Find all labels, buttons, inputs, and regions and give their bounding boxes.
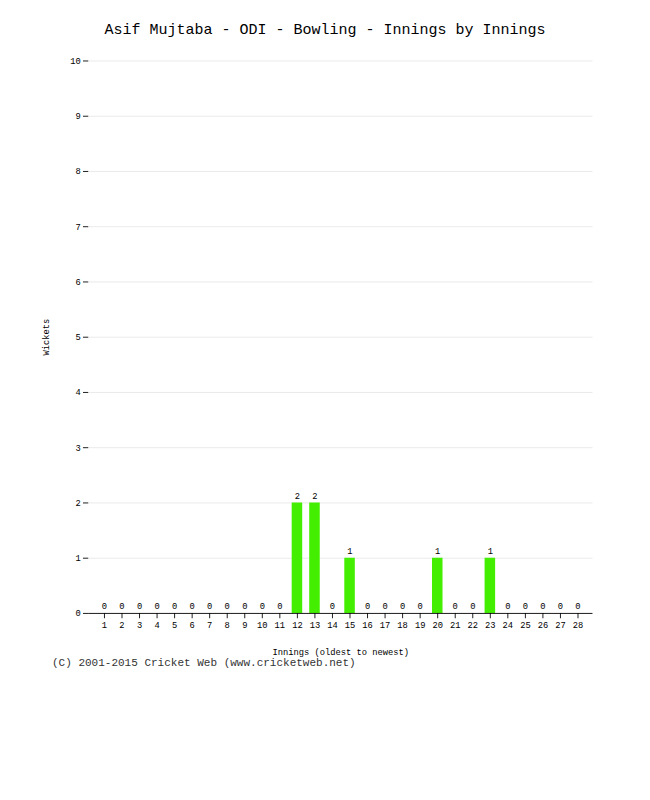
svg-text:0: 0 (154, 602, 159, 612)
svg-text:9: 9 (76, 112, 81, 122)
svg-text:3: 3 (137, 621, 142, 631)
svg-text:2: 2 (312, 492, 317, 502)
svg-text:21: 21 (450, 621, 461, 631)
svg-text:28: 28 (573, 621, 584, 631)
svg-text:0: 0 (137, 602, 142, 612)
svg-text:14: 14 (327, 621, 338, 631)
svg-text:0: 0 (242, 602, 247, 612)
svg-text:12: 12 (292, 621, 303, 631)
svg-text:19: 19 (415, 621, 426, 631)
svg-text:27: 27 (555, 621, 566, 631)
svg-text:0: 0 (119, 602, 124, 612)
svg-text:Wickets: Wickets (42, 319, 52, 356)
svg-text:26: 26 (538, 621, 549, 631)
html-text:(C) 2001-2015 Cricket Web (www: (C) 2001-2015 Cricket Web (www.cricketwe… (52, 656, 356, 669)
svg-text:7: 7 (76, 223, 81, 233)
svg-text:1: 1 (76, 554, 81, 564)
svg-text:18: 18 (397, 621, 408, 631)
svg-text:5: 5 (76, 333, 81, 343)
svg-text:11: 11 (275, 621, 286, 631)
svg-text:2: 2 (295, 492, 300, 502)
svg-text:0: 0 (102, 602, 107, 612)
svg-text:1: 1 (435, 547, 440, 557)
svg-text:0: 0 (76, 609, 81, 619)
html-text:Asif Mujtaba - ODI - Bowling -: Asif Mujtaba - ODI - Bowling - Innings b… (104, 22, 546, 39)
svg-text:23: 23 (485, 621, 496, 631)
svg-text:0: 0 (365, 602, 370, 612)
svg-text:10: 10 (70, 57, 81, 67)
svg-text:0: 0 (505, 602, 510, 612)
svg-text:1: 1 (102, 621, 107, 631)
svg-text:5: 5 (172, 621, 177, 631)
svg-text:24: 24 (503, 621, 514, 631)
svg-text:0: 0 (558, 602, 563, 612)
svg-text:8: 8 (76, 167, 81, 177)
svg-text:0: 0 (277, 602, 282, 612)
svg-text:0: 0 (382, 602, 387, 612)
svg-text:2: 2 (76, 499, 81, 509)
svg-text:20: 20 (432, 621, 443, 631)
svg-text:15: 15 (345, 621, 356, 631)
svg-text:22: 22 (468, 621, 479, 631)
svg-text:0: 0 (400, 602, 405, 612)
svg-text:6: 6 (76, 278, 81, 288)
svg-text:0: 0 (418, 602, 423, 612)
svg-text:6: 6 (190, 621, 195, 631)
svg-text:0: 0 (172, 602, 177, 612)
svg-text:0: 0 (260, 602, 265, 612)
svg-text:0: 0 (575, 602, 580, 612)
svg-text:16: 16 (362, 621, 373, 631)
svg-text:0: 0 (190, 602, 195, 612)
svg-text:17: 17 (380, 621, 391, 631)
svg-text:0: 0 (523, 602, 528, 612)
svg-text:4: 4 (154, 621, 159, 631)
svg-text:8: 8 (225, 621, 230, 631)
svg-text:1: 1 (488, 547, 493, 557)
svg-text:0: 0 (453, 602, 458, 612)
svg-text:4: 4 (76, 388, 81, 398)
svg-text:13: 13 (310, 621, 321, 631)
svg-text:9: 9 (242, 621, 247, 631)
svg-text:0: 0 (470, 602, 475, 612)
svg-text:Innings (oldest to newest): Innings (oldest to newest) (273, 648, 410, 657)
svg-text:3: 3 (76, 444, 81, 454)
svg-text:1: 1 (347, 547, 352, 557)
svg-text:7: 7 (207, 621, 212, 631)
svg-text:0: 0 (540, 602, 545, 612)
svg-text:0: 0 (207, 602, 212, 612)
svg-text:0: 0 (330, 602, 335, 612)
svg-text:0: 0 (225, 602, 230, 612)
svg-text:25: 25 (520, 621, 531, 631)
svg-text:10: 10 (257, 621, 268, 631)
svg-text:2: 2 (119, 621, 124, 631)
